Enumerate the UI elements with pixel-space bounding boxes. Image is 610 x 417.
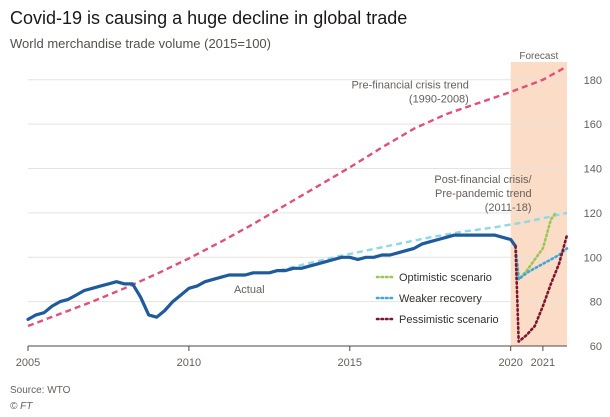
y-tick-label-60: 60 — [590, 341, 602, 353]
series-line-actual — [26, 233, 518, 321]
y-tick-label-180: 180 — [584, 75, 602, 87]
series-line-weaker — [514, 244, 569, 281]
annotation-post-crisis-line-1: Pre-pandemic trend — [435, 188, 532, 200]
y-tick-label-120: 120 — [584, 208, 602, 220]
annotation-post-crisis-line-2: (2011-18) — [485, 202, 532, 214]
annotation-actual-line-0: Actual — [234, 284, 265, 296]
series-line-pessimistic — [514, 233, 569, 343]
x-tick-label-2021: 2021 — [531, 357, 555, 369]
forecast-label: Forecast — [519, 51, 558, 62]
legend-label-optimistic: Optimistic scenario — [399, 272, 492, 284]
x-tick-label-2010: 2010 — [177, 357, 201, 369]
ft-credit: © FT — [10, 401, 33, 412]
annotation-pre-crisis-line-0: Pre-financial crisis trend — [351, 80, 468, 92]
y-tick-label-160: 160 — [584, 119, 602, 131]
annotation-post-crisis-line-0: Post-financial crisis/ — [434, 174, 532, 186]
chart-subtitle: World merchandise trade volume (2015=100… — [10, 36, 271, 51]
annotation-pre-crisis-line-1: (1990-2008) — [409, 94, 469, 106]
source-note: Source: WTO — [10, 385, 71, 396]
x-tick-label-2020: 2020 — [498, 357, 522, 369]
x-tick-label-2015: 2015 — [338, 357, 362, 369]
series-line-pre_crisis — [27, 65, 568, 328]
y-tick-label-140: 140 — [584, 164, 602, 176]
legend-label-pessimistic: Pessimistic scenario — [399, 314, 499, 326]
y-tick-label-80: 80 — [590, 297, 602, 309]
forecast-band — [510, 62, 567, 346]
chart-title: Covid-19 is causing a huge decline in gl… — [10, 8, 408, 28]
trade-volume-chart: Forecast 60 80 100 120 140 160 180 2005 2010 2015 2… — [16, 51, 602, 369]
legend-label-weaker: Weaker recovery — [399, 293, 482, 305]
x-tick-label-2005: 2005 — [16, 357, 40, 369]
y-tick-label-100: 100 — [584, 252, 602, 264]
